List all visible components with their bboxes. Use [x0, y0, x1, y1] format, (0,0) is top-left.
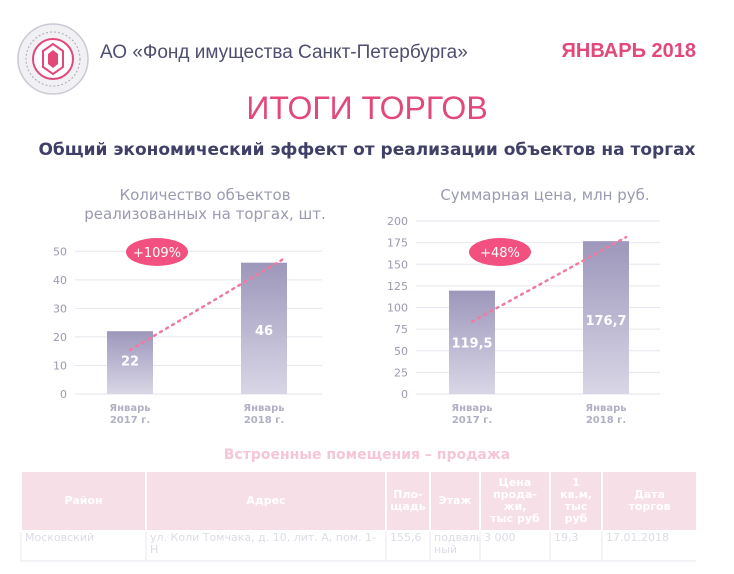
x-category-label: 2017 г.	[452, 415, 492, 426]
table-cell: ул. Коли Томчака, д. 10, лит. А, пом. 1-…	[145, 530, 387, 562]
y-tick-label: 175	[387, 237, 408, 250]
y-tick-label: 20	[53, 331, 67, 344]
bar-value-label: 176,7	[585, 314, 626, 329]
bar	[583, 241, 629, 394]
y-tick-label: 0	[60, 388, 67, 401]
section-title: Встроенные помещения – продажа	[223, 447, 511, 463]
table-cell: 19,3	[549, 530, 603, 562]
chart-2-title-line-1: Суммарная цена, млн руб.	[440, 186, 650, 204]
y-tick-label: 50	[394, 345, 408, 358]
page-subtitle: Общий экономический эффект от реализации…	[38, 140, 696, 160]
y-tick-label: 0	[401, 388, 408, 401]
table-header-cell: Этаж	[429, 470, 481, 532]
x-category-label: 2017 г.	[110, 415, 150, 426]
table-cell: Московский	[20, 530, 147, 562]
table-cell: подваль-ный	[429, 530, 481, 562]
y-tick-label: 40	[53, 274, 67, 287]
growth-badge	[126, 238, 188, 266]
growth-badge-label: +48%	[480, 246, 520, 261]
table-header-cell: 1 кв.м, тыс руб	[549, 470, 603, 532]
table-header-cell: Пло-щадь	[385, 470, 431, 532]
table-cell: 155,6	[385, 530, 431, 562]
org-emblem-icon	[17, 23, 89, 95]
trend-line	[470, 235, 628, 323]
x-category-label: Январь	[585, 403, 626, 414]
bar-value-label: 119,5	[451, 336, 492, 351]
bar	[449, 290, 495, 394]
growth-badge	[469, 238, 531, 266]
x-category-label: 2018 г.	[586, 415, 626, 426]
table-header-cell: Адрес	[145, 470, 387, 532]
y-tick-label: 30	[53, 302, 67, 315]
x-category-label: 2018 г.	[244, 415, 284, 426]
chart-1-title: Количество объектов реализованных на тор…	[60, 186, 350, 224]
y-tick-label: 200	[387, 215, 408, 228]
y-tick-label: 150	[387, 258, 408, 271]
table-header-row: Район Адрес Пло-щадь Этаж Цена прода-жи, тыс р…	[20, 470, 696, 532]
table-row: Московский ул. Коли Томчака, д. 10, лит. …	[20, 530, 696, 562]
bar	[107, 331, 153, 394]
y-tick-label: 75	[394, 323, 408, 336]
results-table: Район Адрес Пло-щадь Этаж Цена прода-жи, тыс р…	[20, 470, 696, 574]
table-body: Московский ул. Коли Томчака, д. 10, лит. …	[20, 530, 696, 562]
y-tick-label: 125	[387, 280, 408, 293]
bar	[241, 262, 287, 394]
trend-line	[128, 257, 286, 352]
chart-1-title-line-1: Количество объектов	[119, 186, 291, 204]
table-header-cell: Дата торгов	[601, 470, 696, 532]
y-tick-label: 100	[387, 302, 408, 315]
y-tick-label: 10	[53, 359, 67, 372]
table-header-cell: Цена прода-жи, тыс руб	[479, 470, 551, 532]
table-cell: 3 000	[479, 530, 551, 562]
chart-2-title: Суммарная цена, млн руб.	[400, 186, 690, 205]
page-title: ИТОГИ ТОРГОВ	[246, 90, 488, 126]
report-period: ЯНВАРЬ 2018	[561, 40, 696, 62]
bar-value-label: 46	[255, 324, 273, 339]
x-category-label: Январь	[451, 403, 492, 414]
x-category-label: Январь	[109, 403, 150, 414]
y-tick-label: 50	[53, 245, 67, 258]
table-header-cell: Район	[20, 470, 147, 532]
y-tick-label: 25	[394, 366, 408, 379]
x-category-label: Январь	[243, 403, 284, 414]
organization-name: АО «Фонд имущества Санкт-Петербурга»	[100, 42, 468, 63]
growth-badge-label: +109%	[133, 246, 181, 261]
chart-1-title-line-2: реализованных на торгах, шт.	[84, 205, 326, 223]
table-cell: 17.01.2018	[601, 530, 696, 562]
bar-value-label: 22	[121, 355, 139, 370]
